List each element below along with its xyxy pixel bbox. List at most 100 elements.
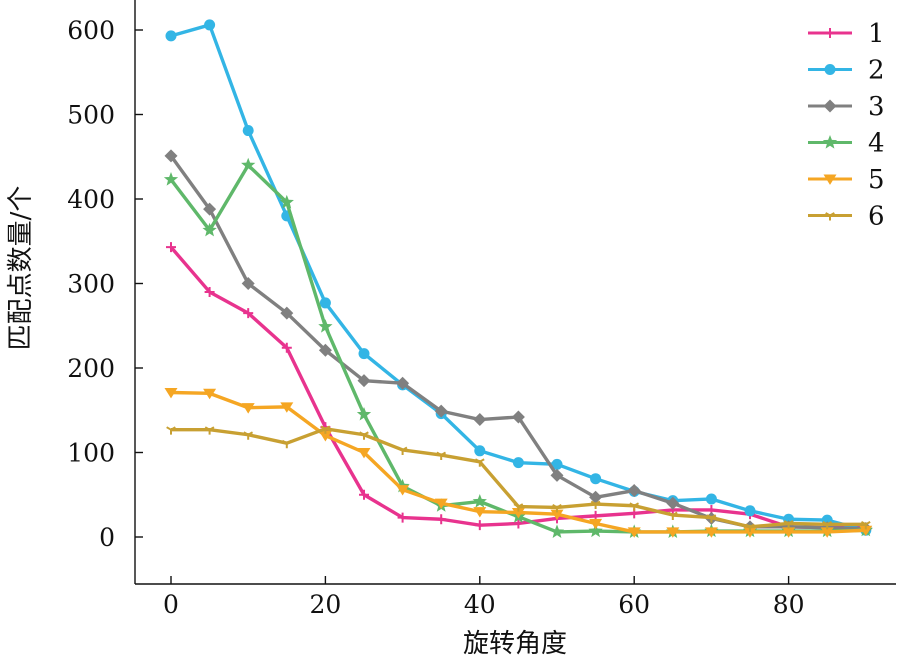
y-tick-label: 400 [67,185,115,214]
legend-item-4: 4 [808,129,885,159]
data-point [859,525,873,537]
y-tick-label: 300 [67,270,115,299]
legend: 1 2 3 4 5 6 [808,19,885,232]
data-point [783,520,794,529]
data-point [472,494,487,508]
data-point [589,518,603,530]
legend-label: 2 [868,56,885,86]
data-point [202,222,217,237]
data-point [243,308,254,319]
legend-item-2: 2 [808,56,885,86]
data-point [165,30,177,42]
data-point [396,376,410,390]
data-point [318,343,332,357]
data-point [396,485,410,496]
data-point [166,242,176,253]
y-axis-ticks: 0 100 200 300 400 500 600 [67,16,143,552]
y-tick-label: 0 [99,523,115,552]
series-1 [166,242,871,533]
data-point [705,493,717,505]
series-line-1 [169,246,866,530]
data-point [358,348,370,360]
data-point [203,202,217,216]
legend-item-3: 3 [808,92,885,122]
data-point [356,406,372,421]
data-point [473,413,487,427]
data-point [164,387,178,399]
y-axis-label: 匹配点数量/个 [6,186,36,351]
data-point [241,403,255,414]
data-point [627,484,641,498]
legend-marker [823,99,837,113]
data-point [552,504,562,513]
series-line-3 [169,154,866,531]
data-point [241,157,256,172]
plot-frame [134,0,896,585]
data-point [436,514,447,525]
data-point [590,500,601,510]
data-point [629,502,640,511]
legend-marker [822,135,838,149]
data-point [590,473,602,485]
x-tick-label: 60 [618,590,650,619]
data-point [474,458,485,467]
series-layer [163,19,873,538]
legend-marker [823,174,837,185]
data-point [436,451,447,461]
data-point [164,149,178,163]
data-point [666,496,680,510]
data-point [589,490,603,504]
data-point [204,19,216,31]
x-tick-label: 80 [773,590,805,619]
data-point [549,524,565,538]
x-tick-label: 40 [464,590,496,619]
y-tick-label: 500 [67,101,115,130]
data-point [241,277,255,290]
data-point [318,319,333,333]
legend-label: 4 [868,129,885,159]
series-line-2 [170,23,867,532]
data-point [204,426,215,435]
data-point [627,527,641,538]
data-point [318,431,332,442]
x-tick-label: 0 [163,590,179,619]
data-point [550,509,564,521]
x-axis-ticks: 0 20 40 60 80 [163,576,805,619]
data-point [280,306,294,320]
legend-label: 6 [868,202,885,232]
data-point [281,439,292,449]
data-point [511,507,525,519]
data-point [242,125,254,137]
data-point [319,297,331,309]
legend-marker [825,28,835,38]
data-point [434,498,448,510]
data-point [243,431,254,440]
data-point [281,342,292,353]
data-point [551,458,563,470]
data-point [745,523,755,532]
legend-label: 5 [868,165,885,195]
x-tick-label: 20 [309,590,341,619]
data-point [434,404,448,418]
data-point [588,523,603,538]
series-6 [166,425,871,532]
legend-item-1: 1 [808,19,885,49]
legend-label: 3 [868,92,885,122]
series-2 [165,19,872,536]
data-point [204,286,215,297]
data-point [743,527,757,538]
data-point [166,426,176,435]
data-point [822,520,833,530]
data-point [860,520,871,530]
legend-marker [824,64,836,75]
data-point [513,503,524,512]
data-point [280,402,294,413]
y-tick-label: 600 [67,16,115,45]
data-point [782,527,796,538]
data-point [359,431,369,440]
legend-item-6: 6 [808,202,885,232]
data-point [666,527,680,538]
data-point [357,447,371,459]
legend-marker [825,212,835,221]
data-point [667,511,678,521]
